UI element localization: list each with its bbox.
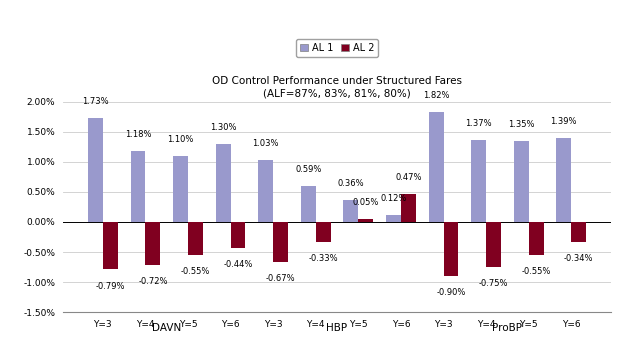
- Bar: [444, 222, 459, 276]
- Text: DAVN: DAVN: [152, 323, 181, 333]
- Legend: AL 1, AL 2: AL 1, AL 2: [296, 39, 378, 57]
- Text: 1.82%: 1.82%: [423, 91, 449, 101]
- Bar: [258, 160, 273, 222]
- Bar: [514, 141, 529, 222]
- Bar: [231, 222, 246, 248]
- Text: ProBP: ProBP: [493, 323, 522, 333]
- Bar: [273, 222, 288, 262]
- Bar: [486, 222, 501, 267]
- Text: -0.55%: -0.55%: [522, 267, 551, 276]
- Bar: [103, 222, 118, 269]
- Text: 0.05%: 0.05%: [353, 198, 379, 207]
- Bar: [343, 200, 358, 222]
- Bar: [88, 118, 103, 222]
- Title: OD Control Performance under Structured Fares
(ALF=87%, 83%, 81%, 80%): OD Control Performance under Structured …: [212, 77, 462, 98]
- Bar: [529, 222, 544, 255]
- Bar: [316, 222, 331, 242]
- Text: 0.59%: 0.59%: [295, 166, 321, 175]
- Bar: [215, 144, 231, 222]
- Text: -0.34%: -0.34%: [564, 254, 593, 264]
- Text: -0.33%: -0.33%: [309, 254, 338, 263]
- Text: -0.72%: -0.72%: [138, 277, 168, 286]
- Bar: [130, 151, 146, 222]
- Text: -0.90%: -0.90%: [437, 288, 466, 297]
- Text: 0.47%: 0.47%: [395, 173, 421, 182]
- Text: -0.44%: -0.44%: [224, 260, 253, 269]
- Text: -0.75%: -0.75%: [479, 279, 508, 288]
- Bar: [358, 219, 373, 222]
- Text: 1.37%: 1.37%: [466, 118, 492, 127]
- Text: 1.03%: 1.03%: [253, 139, 279, 148]
- Text: 1.18%: 1.18%: [125, 130, 151, 139]
- Bar: [571, 222, 586, 242]
- Text: -0.67%: -0.67%: [266, 274, 295, 283]
- Text: 1.35%: 1.35%: [508, 120, 534, 129]
- Bar: [471, 139, 486, 222]
- Text: 0.12%: 0.12%: [381, 194, 407, 203]
- Bar: [401, 194, 416, 222]
- Bar: [173, 156, 188, 222]
- Text: -0.55%: -0.55%: [181, 267, 210, 276]
- Bar: [386, 215, 401, 222]
- Text: 1.73%: 1.73%: [82, 97, 109, 106]
- Bar: [556, 138, 571, 222]
- Bar: [301, 187, 316, 222]
- Bar: [188, 222, 203, 255]
- Text: 1.10%: 1.10%: [168, 135, 194, 144]
- Text: -0.79%: -0.79%: [96, 281, 125, 290]
- Bar: [146, 222, 160, 265]
- Bar: [428, 113, 444, 222]
- Text: 1.30%: 1.30%: [210, 123, 236, 132]
- Text: HBP: HBP: [326, 323, 348, 333]
- Text: 1.39%: 1.39%: [551, 117, 577, 126]
- Text: 0.36%: 0.36%: [338, 179, 364, 188]
